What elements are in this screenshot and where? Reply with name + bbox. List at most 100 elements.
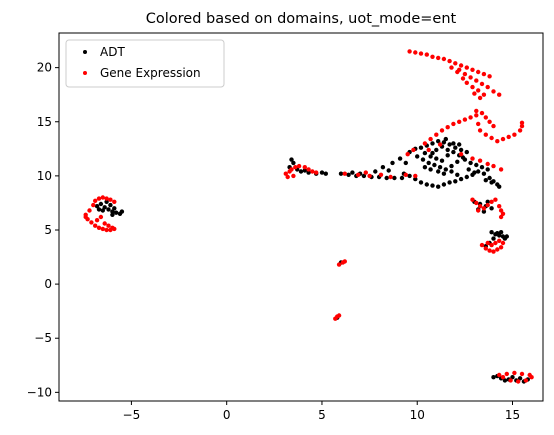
adt-point-70 bbox=[453, 145, 458, 150]
adt-point-122 bbox=[495, 231, 500, 236]
gene-expression-point-65 bbox=[464, 80, 469, 86]
adt-point-20 bbox=[319, 170, 325, 175]
x-tick-label: −5 bbox=[123, 408, 141, 422]
gene-expression-point-133 bbox=[336, 262, 342, 267]
gene-expression-point-118 bbox=[498, 208, 504, 213]
gene-expression-point-6 bbox=[104, 227, 109, 233]
gene-expression-point-114 bbox=[485, 202, 490, 208]
gene-expression-point-142 bbox=[519, 371, 525, 377]
adt-point-83 bbox=[428, 154, 433, 159]
gene-expression-point-79 bbox=[451, 121, 456, 127]
gene-expression-point-145 bbox=[516, 379, 521, 384]
gene-expression-point-12 bbox=[96, 196, 102, 201]
legend-marker-gene-expression bbox=[83, 71, 87, 75]
gene-expression-point-63 bbox=[491, 89, 496, 94]
gene-expression-point-60 bbox=[474, 78, 479, 83]
gene-expression-point-85 bbox=[483, 115, 488, 120]
gene-expression-point-37 bbox=[378, 172, 384, 177]
adt-point-90 bbox=[468, 160, 473, 166]
gene-expression-point-42 bbox=[407, 49, 412, 54]
gene-expression-point-125 bbox=[491, 249, 496, 254]
adt-point-103 bbox=[422, 165, 428, 170]
gene-expression-point-144 bbox=[508, 378, 513, 383]
gene-expression-point-3 bbox=[93, 223, 98, 228]
gene-expression-point-10 bbox=[91, 202, 96, 208]
gene-expression-point-132 bbox=[500, 240, 506, 246]
gene-expression-point-49 bbox=[447, 58, 452, 64]
gene-expression-point-38 bbox=[388, 174, 393, 180]
gene-expression-point-50 bbox=[453, 61, 458, 66]
plot-frame bbox=[58, 32, 544, 402]
adt-point-1 bbox=[98, 201, 104, 207]
gene-expression-point-113 bbox=[481, 206, 487, 211]
gene-expression-point-32 bbox=[287, 169, 292, 174]
gene-expression-point-95 bbox=[517, 128, 523, 133]
adt-point-76 bbox=[432, 162, 437, 168]
gene-expression-point-52 bbox=[464, 65, 469, 70]
gene-expression-point-119 bbox=[500, 211, 506, 216]
adt-point-15 bbox=[291, 160, 296, 166]
gene-expression-point-72 bbox=[449, 65, 454, 70]
adt-point-23 bbox=[302, 168, 307, 173]
gene-expression-point-89 bbox=[483, 132, 488, 137]
gene-expression-point-21 bbox=[106, 223, 111, 228]
adt-point-32 bbox=[399, 175, 405, 181]
y-tick-label: 20 bbox=[37, 61, 52, 75]
gene-expression-point-105 bbox=[470, 156, 475, 161]
adt-point-77 bbox=[437, 165, 443, 170]
gene-expression-point-127 bbox=[498, 245, 504, 250]
adt-point-30 bbox=[384, 175, 389, 181]
gene-expression-point-86 bbox=[487, 119, 492, 125]
gene-expression-point-77 bbox=[439, 128, 445, 133]
gene-expression-point-14 bbox=[104, 196, 109, 201]
adt-point-14 bbox=[289, 157, 294, 162]
gene-expression-point-131 bbox=[497, 238, 502, 243]
adt-point-138 bbox=[502, 378, 508, 383]
gene-expression-point-130 bbox=[493, 240, 498, 246]
gene-expression-point-74 bbox=[422, 141, 428, 146]
gene-expression-point-88 bbox=[477, 128, 483, 133]
gene-expression-point-70 bbox=[472, 91, 477, 96]
gene-expression-point-45 bbox=[424, 52, 429, 57]
gene-expression-point-106 bbox=[477, 158, 483, 163]
gene-expression-point-35 bbox=[356, 172, 361, 177]
x-axis: −5 0 5 10 15 bbox=[123, 401, 520, 422]
gene-expression-point-27 bbox=[296, 163, 302, 169]
gene-expression-point-30 bbox=[310, 169, 315, 174]
adt-point-135 bbox=[510, 375, 515, 380]
gene-expression-point-11 bbox=[93, 198, 98, 203]
adt-point-85 bbox=[439, 158, 445, 163]
x-tick-label: 5 bbox=[318, 408, 326, 422]
gene-expression-point-146 bbox=[523, 378, 529, 383]
adt-point-59 bbox=[497, 184, 502, 189]
y-tick-label: 5 bbox=[44, 223, 52, 237]
gene-expression-point-111 bbox=[474, 200, 479, 206]
gene-expression-point-102 bbox=[426, 147, 431, 153]
gene-expression-point-141 bbox=[512, 370, 517, 376]
y-tick-label: 10 bbox=[37, 169, 52, 183]
gene-expression-point-129 bbox=[489, 242, 494, 248]
adt-point-94 bbox=[434, 147, 439, 153]
adt-point-55 bbox=[481, 171, 487, 176]
adt-point-64 bbox=[418, 145, 424, 150]
adt-point-126 bbox=[502, 236, 508, 241]
gene-expression-point-87 bbox=[491, 123, 496, 129]
gene-expression-point-20 bbox=[102, 221, 107, 226]
adt-point-37 bbox=[403, 160, 408, 166]
gene-expression-point-67 bbox=[476, 88, 481, 93]
adt-point-27 bbox=[361, 173, 367, 179]
adt-point-97 bbox=[445, 147, 450, 153]
adt-point-89 bbox=[462, 157, 468, 162]
adt-point-9 bbox=[100, 208, 106, 213]
adt-point-49 bbox=[447, 180, 452, 185]
adt-point-17 bbox=[298, 169, 304, 174]
adt-point-56 bbox=[487, 175, 492, 181]
gene-expression-point-39 bbox=[403, 172, 408, 177]
gene-expression-point-83 bbox=[474, 113, 479, 118]
legend: ADT Gene Expression bbox=[65, 39, 225, 88]
adt-point-82 bbox=[422, 150, 428, 156]
gene-expression-point-94 bbox=[512, 132, 517, 137]
gene-expression-point-123 bbox=[483, 246, 488, 251]
adt-point-21 bbox=[323, 171, 328, 176]
